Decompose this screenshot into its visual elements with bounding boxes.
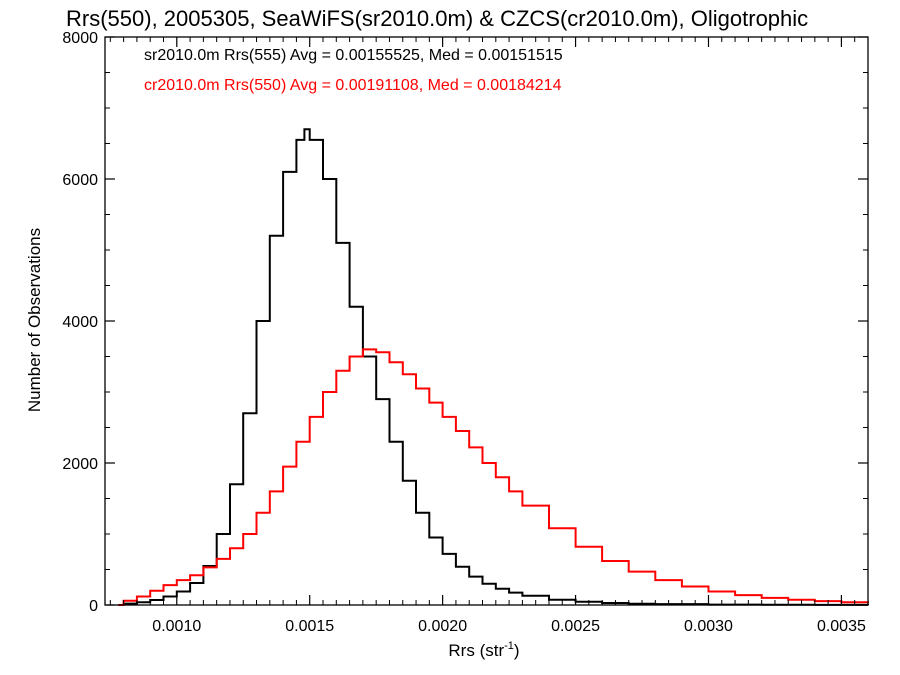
y-tick-label: 4000 [62,314,98,331]
legend-entry-2: cr2010.0m Rrs(550) Avg = 0.00191108, Med… [144,77,562,94]
x-tick-label: 0.0015 [285,618,334,635]
x-tick-label: 0.0030 [684,618,733,635]
x-axis-label: Rrs (str-1) [448,640,519,660]
y-tick-label: 0 [89,598,98,615]
x-tick-label: 0.0025 [551,618,600,635]
y-tick-label: 2000 [62,456,98,473]
series-layer [118,128,869,606]
tick-layer: 0.0010 0.0015 0.0020 0.0025 0.0030 0.0035 0 200… [62,30,868,635]
x-axis-label-main: Rrs (str [448,641,504,660]
legend-entry-1: sr2010.0m Rrs(555) Avg = 0.00155525, Med… [144,47,563,64]
y-tick-label: 6000 [62,172,98,189]
plot-frame [104,36,869,606]
y-axis-label: Number of Observations [25,228,44,412]
x-axis-label-close: ) [514,641,520,660]
legend: sr2010.0m Rrs(555) Avg = 0.00155525, Med… [144,47,563,94]
chart-title: Rrs(550), 2005305, SeaWiFS(sr2010.0m) & … [66,6,808,31]
x-tick-label: 0.0010 [152,618,201,635]
x-axis-label-superscript: -1 [504,640,514,652]
series-2-line [118,348,869,606]
series-1-line [118,128,869,606]
y-tick-label: 8000 [62,30,98,47]
x-tick-label: 0.0035 [817,618,866,635]
x-tick-label: 0.0020 [418,618,467,635]
